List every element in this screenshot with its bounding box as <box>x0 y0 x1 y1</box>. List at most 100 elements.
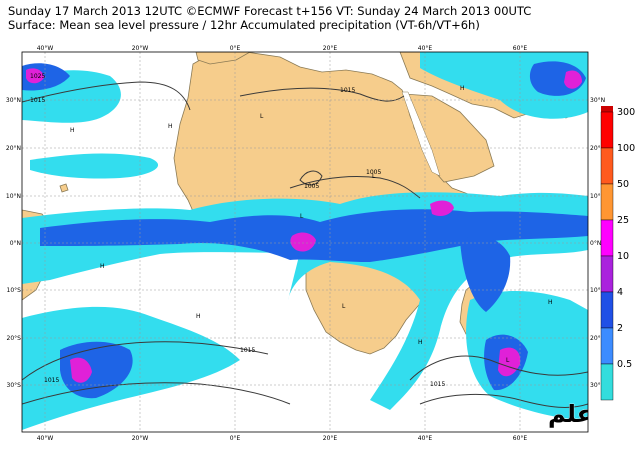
isobar-label: 1005 <box>304 183 319 190</box>
high-marker: H <box>100 263 105 270</box>
legend-cap <box>601 106 613 112</box>
longitude-labels-top: 40°W 20°W 0°E 20°E 40°E 60°E <box>37 45 528 52</box>
isobar-north-atlantic <box>22 81 191 111</box>
isobar-north-africa <box>239 87 405 102</box>
lat-label: 30°N <box>590 97 605 104</box>
isobar-south-atlantic-2 <box>22 382 291 405</box>
small-island-west <box>59 183 69 193</box>
low-marker: L <box>372 173 376 180</box>
legend-swatch <box>600 327 614 365</box>
precip-atlantic-wisps <box>30 153 159 179</box>
red-sea <box>401 91 441 177</box>
legend-label: 100 <box>617 143 635 154</box>
high-marker: H <box>196 313 201 320</box>
graticule <box>22 52 588 432</box>
lat-label: 0°N <box>590 240 601 247</box>
high-marker: H <box>548 299 553 306</box>
precip-blue-east-africa <box>460 236 511 312</box>
precip-legend: 300 100 50 25 10 4 2 0.5 <box>600 106 635 401</box>
isobar-sahel <box>289 176 421 199</box>
high-marker: H <box>168 123 173 130</box>
high-marker: H <box>70 127 75 134</box>
legend-swatch <box>600 183 614 221</box>
low-marker: L <box>506 357 510 364</box>
lat-label: 30°S <box>590 382 605 389</box>
precip-magenta <box>26 68 582 383</box>
high-marker: H <box>460 85 465 92</box>
map-frame <box>21 51 589 433</box>
watermark-text: توقعات الامطار الاوربي-والله اعلم <box>548 400 640 428</box>
low-marker: L <box>260 113 264 120</box>
legend-swatch <box>600 291 614 329</box>
lat-label: 10°S <box>7 287 22 294</box>
pressure-centres: H H L L L H H L H H L H <box>70 85 553 364</box>
isobar-central <box>299 170 323 186</box>
isobar-label: 1015 <box>44 377 59 384</box>
isobar-label: 1015 <box>430 381 445 388</box>
lat-label: 10°N <box>590 193 605 200</box>
lon-label: 60°E <box>513 435 528 442</box>
lat-label: 20°N <box>6 145 21 152</box>
lat-label: 10°S <box>590 287 605 294</box>
lon-label: 40°W <box>37 45 54 52</box>
isobar-label: 1015 <box>340 87 355 94</box>
latitude-labels-left: 30°N 20°N 10°N 0°N 10°S 20°S 30°S <box>6 97 21 389</box>
precip-nw-core <box>26 68 44 84</box>
lon-label: 20°W <box>132 45 149 52</box>
header-line-2: Surface: Mean sea level pressure / 12hr … <box>8 18 480 32</box>
lon-label: 40°E <box>418 435 433 442</box>
legend-label: 0.5 <box>617 359 632 370</box>
high-marker: H <box>418 339 423 346</box>
legend-swatch <box>600 219 614 257</box>
legend-label: 2 <box>617 323 623 334</box>
legend-label: 25 <box>617 215 629 226</box>
isobar-label: 1025 <box>30 73 45 80</box>
lon-label: 40°E <box>418 45 433 52</box>
isobar-labels: 1025 1015 1015 1005 1005 1015 1015 1015 <box>30 73 445 388</box>
lon-label: 20°E <box>323 435 338 442</box>
precip-ne-core <box>564 70 582 89</box>
lon-label: 0°E <box>230 435 241 442</box>
lat-label: 20°S <box>7 335 22 342</box>
isobar-label: 1005 <box>366 169 381 176</box>
lon-label: 0°E <box>230 45 241 52</box>
chart-header: Sunday 17 March 2013 12UTC ©ECMWF Foreca… <box>8 4 628 32</box>
longitude-labels-bottom: 40°W 20°W 0°E 20°E 40°E 60°E <box>37 435 528 442</box>
lat-label: 30°N <box>6 97 21 104</box>
low-marker: L <box>342 303 346 310</box>
lat-label: 10°N <box>6 193 21 200</box>
legend-label: 4 <box>617 287 623 298</box>
lat-label: 20°N <box>590 145 605 152</box>
isobar-south-indian-2 <box>419 393 588 408</box>
legend-label: 10 <box>617 251 629 262</box>
isobar-label: 1015 <box>240 347 255 354</box>
legend-label: 300 <box>617 107 635 118</box>
precip-gulf-core <box>430 200 454 216</box>
legend-label: 50 <box>617 179 629 190</box>
precip-congo-core <box>290 232 316 252</box>
lat-label: 0°N <box>10 240 21 247</box>
legend-swatch <box>600 363 614 401</box>
isobar-south-atlantic <box>22 341 269 381</box>
legend-swatch <box>600 147 614 185</box>
map-layers: 1025 1015 1015 1005 1005 1015 1015 1015 … <box>22 52 640 432</box>
lon-label: 20°E <box>323 45 338 52</box>
legend-swatch <box>600 111 614 149</box>
precip-blue-equator <box>40 209 588 262</box>
lon-label: 60°E <box>513 45 528 52</box>
latitude-labels-right: 30°N 20°N 10°N 0°N 10°S 20°S 30°S <box>590 97 605 389</box>
lon-label: 40°W <box>37 435 54 442</box>
low-marker: L <box>300 213 304 220</box>
header-line-1: Sunday 17 March 2013 12UTC ©ECMWF Foreca… <box>8 4 532 18</box>
iberia-europe <box>195 52 251 65</box>
lat-label: 30°S <box>7 382 22 389</box>
lon-label: 20°W <box>132 435 149 442</box>
isobar-label: 1015 <box>30 97 45 104</box>
isobar-south-indian <box>409 355 588 381</box>
isobars <box>22 81 588 408</box>
precip-sw-core <box>70 357 92 383</box>
precip-blue-sw <box>60 341 133 399</box>
legend-swatch <box>600 255 614 293</box>
lat-label: 20°S <box>590 335 605 342</box>
